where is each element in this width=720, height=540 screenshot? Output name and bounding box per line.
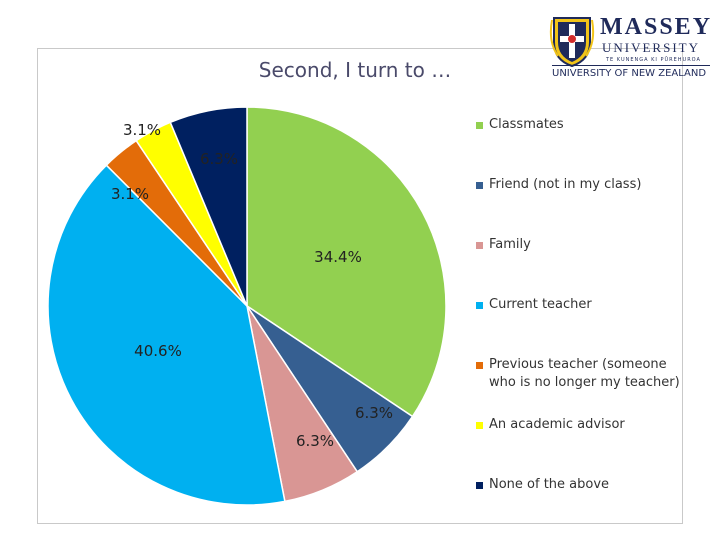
data-label-7: 6.3% [200, 150, 238, 168]
massey-logo: MASSEY UNIVERSITY TE KUNENGA KI PŪREHURO… [548, 10, 713, 80]
logo-name-line1: MASSEY [600, 14, 713, 40]
logo-name-line3: TE KUNENGA KI PŪREHUROA [606, 57, 701, 63]
legend-label-1: Classmates [489, 117, 564, 132]
legend-label-7: None of the above [489, 477, 610, 492]
logo-name-line2: UNIVERSITY [602, 40, 700, 55]
data-label-1: 34.4% [314, 248, 362, 266]
legend-swatch-6 [476, 422, 483, 429]
pie-slice-4 [47, 164, 286, 506]
legend-swatch-3 [476, 242, 483, 249]
legend-label-3: Family [489, 237, 531, 252]
pie-slice-7 [169, 106, 248, 307]
data-label-4: 40.6% [134, 342, 182, 360]
legend-swatch-5 [476, 362, 483, 369]
data-label-5: 3.1% [111, 185, 149, 203]
chart-title: Second, I turn to … [258, 58, 452, 82]
legend-swatch-1 [476, 122, 483, 129]
legend-label-4: Current teacher [489, 297, 592, 312]
data-label-6: 3.1% [123, 121, 161, 139]
legend-swatch-4 [476, 302, 483, 309]
legend-swatch-7 [476, 482, 483, 489]
data-label-2: 6.3% [355, 404, 393, 422]
legend-label-5: Previous teacher (someone who is no long… [489, 357, 680, 390]
crest-icon [549, 17, 595, 68]
logo-tagline: UNIVERSITY OF NEW ZEALAND [552, 68, 707, 79]
legend-label-6: An academic advisor [489, 417, 625, 432]
logo-divider [552, 65, 710, 66]
legend-swatch-2 [476, 182, 483, 189]
data-label-3: 6.3% [296, 432, 334, 450]
legend-label-2: Friend (not in my class) [489, 177, 642, 192]
chart-frame [37, 48, 683, 524]
